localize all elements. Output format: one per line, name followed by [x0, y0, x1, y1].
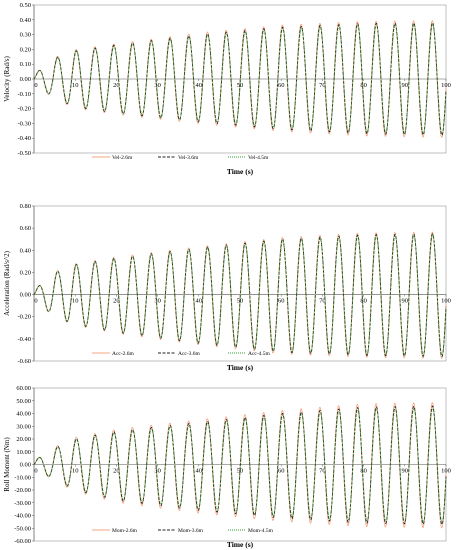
y-tick-label: -20.00	[14, 487, 31, 494]
x-tick-label: 10	[72, 82, 79, 89]
legend-entry: Mom-2.6m	[112, 528, 138, 534]
y-tick-label: 20.00	[16, 436, 31, 443]
x-tick-label: 30	[154, 468, 161, 475]
x-tick-label: 20	[113, 298, 120, 305]
x-tick-label: 30	[154, 82, 161, 89]
legend-entry: Acc-3.6m	[178, 351, 201, 357]
series-line-Vel-4.5m	[33, 24, 447, 134]
x-tick-label: 100	[441, 468, 451, 475]
x-tick-label: 10	[72, 468, 79, 475]
x-tick-label: 40	[196, 82, 203, 89]
y-tick-label: 0.60	[20, 225, 31, 232]
y-tick-label: 0.00	[20, 462, 31, 469]
series-line-Mom-3.6m	[33, 405, 447, 525]
x-tick-label: 90	[402, 82, 409, 89]
legend-entry: Mom-3.6m	[178, 528, 204, 534]
x-tick-label: 80	[360, 82, 367, 89]
y-axis-label: Velocity (Rad/s)	[3, 55, 11, 101]
x-tick-label: 60	[278, 298, 285, 305]
legend-entry: Acc-2.6m	[112, 351, 135, 357]
x-tick-label: 70	[319, 468, 326, 475]
y-axis-label: Acceleration (Rad/s^2)	[3, 250, 11, 316]
acceleration-chart: -0.60 -0.40 -0.20 0.00 0.20 0.40 0.60 0.80 0 10 20…	[3, 203, 451, 372]
y-tick-label: -30.00	[14, 500, 31, 507]
y-tick-label: 0.80	[20, 203, 31, 210]
y-tick-label: -0.60	[17, 358, 31, 365]
y-tick-label: 0.10	[20, 61, 31, 68]
series-line-Acc-3.6m	[33, 233, 447, 358]
x-tick-label: 10	[72, 298, 79, 305]
y-tick-label: 0.40	[20, 17, 31, 24]
y-tick-label: -40.00	[14, 513, 31, 520]
y-tick-label: -0.10	[17, 91, 31, 98]
y-tick-label: 40.00	[16, 411, 31, 418]
legend-entry: Vel-4.5m	[248, 155, 269, 161]
x-axis-label: Time (s)	[227, 167, 254, 176]
y-tick-label: -50.00	[14, 525, 31, 532]
x-tick-label: 0	[34, 298, 37, 305]
y-tick-label: 0.00	[20, 292, 31, 299]
legend-entry: Mom-4.5m	[248, 528, 274, 534]
velocity-chart: -0.50 -0.40 -0.30 -0.20 -0.10 0.00 0.10 0.20 0.3…	[3, 2, 451, 176]
legend-entry: Vel-2.6m	[112, 155, 133, 161]
y-tick-label: 0.40	[20, 247, 31, 254]
y-tick-label: -0.20	[17, 314, 31, 321]
x-tick-label: 70	[319, 82, 326, 89]
y-tick-label: 0.20	[20, 269, 31, 276]
x-tick-label: 40	[196, 298, 203, 305]
y-tick-label: 60.00	[16, 385, 31, 392]
y-tick-label: -0.40	[17, 336, 31, 343]
y-tick-label: -0.20	[17, 106, 31, 113]
y-tick-label: -0.50	[17, 150, 31, 157]
x-axis-label: Time (s)	[227, 540, 254, 549]
y-tick-label: 30.00	[16, 423, 31, 430]
plot-area	[33, 205, 447, 362]
x-tick-label: 0	[34, 82, 37, 89]
x-tick-label: 100	[441, 82, 451, 89]
y-tick-label: 10.00	[16, 449, 31, 456]
roll-moment-chart: -60.00 -50.00 -40.00 -30.00 -20.00 -10.00 0.00…	[3, 385, 451, 549]
x-tick-label: 80	[360, 468, 367, 475]
y-tick-label: -0.30	[17, 120, 31, 127]
x-tick-label: 30	[154, 298, 161, 305]
legend-entry: Acc-4.5m	[248, 351, 271, 357]
legend-entry: Vel-3.6m	[178, 155, 199, 161]
y-tick-label: -10.00	[14, 474, 31, 481]
x-tick-label: 100	[441, 298, 451, 305]
y-axis-label: Roll Moment (Nm)	[3, 437, 11, 492]
x-tick-label: 90	[402, 298, 409, 305]
y-tick-label: 0.50	[20, 2, 31, 9]
y-tick-label: 50.00	[16, 398, 31, 405]
x-tick-label: 40	[196, 468, 203, 475]
x-tick-label: 60	[278, 82, 285, 89]
y-tick-label: 0.30	[20, 32, 31, 39]
x-tick-label: 90	[402, 468, 409, 475]
series-line-Mom-4.5m	[33, 407, 447, 523]
x-tick-label: 20	[113, 468, 120, 475]
y-tick-label: 0.00	[20, 76, 31, 83]
x-tick-label: 20	[113, 82, 120, 89]
x-tick-label: 60	[278, 468, 285, 475]
y-tick-label: -60.00	[14, 538, 31, 545]
y-tick-label: 0.20	[20, 46, 31, 53]
x-tick-label: 70	[319, 298, 326, 305]
y-tick-label: -0.40	[17, 135, 31, 142]
x-tick-label: 0	[34, 468, 37, 475]
x-axis-label: Time (s)	[227, 363, 254, 372]
x-tick-label: 80	[360, 298, 367, 305]
